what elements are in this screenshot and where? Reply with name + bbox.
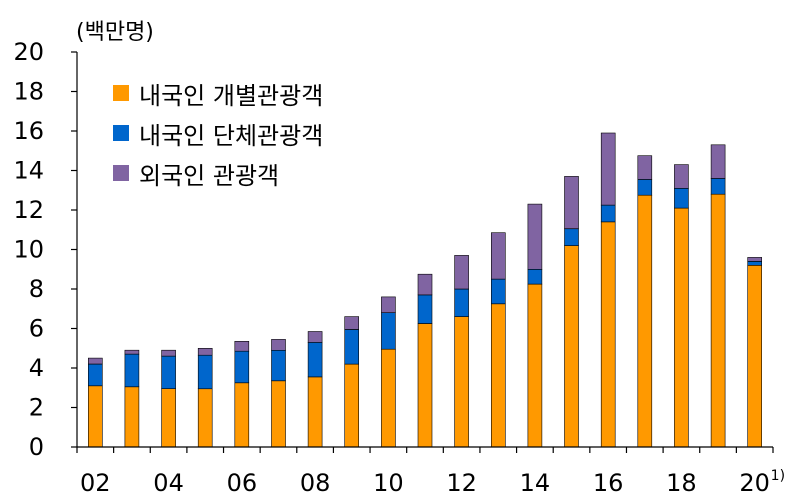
x-tick-label: 16 (593, 469, 624, 497)
y-tick-label: 0 (29, 433, 44, 461)
bar-segment-2018-s0 (674, 207, 689, 448)
y-tick-label: 6 (29, 315, 44, 343)
legend-item-foreign: 외국인 관광객 (113, 153, 323, 193)
bar-segment-2019-s2 (710, 144, 726, 179)
bar-segment-2002-s2 (88, 357, 103, 365)
y-tick-label: 18 (13, 78, 44, 106)
bar-segment-2012-s0 (454, 316, 469, 448)
bar-segment-2016-s0 (600, 221, 616, 448)
y-tick-label: 10 (13, 236, 44, 264)
x-tick-label: 14 (520, 469, 551, 497)
bar-segment-2008-s0 (307, 376, 323, 448)
bar-segment-2016-s2 (600, 132, 616, 206)
bar-segment-2017-s0 (637, 194, 653, 448)
bar-segment-2019-s0 (710, 193, 726, 448)
bar-segment-2011-s1 (417, 294, 433, 324)
x-tick-label: 04 (153, 469, 184, 497)
bar-segment-2011-s0 (417, 323, 433, 448)
legend-item-individual-domestic: 내국인 개별관광객 (113, 73, 323, 113)
bar-segment-2007-s1 (271, 349, 286, 382)
bar-segment-2020-s1 (747, 261, 763, 266)
bar-segment-2004-s1 (161, 355, 176, 390)
bar-segment-2006-s0 (234, 382, 250, 448)
x-tick-label: 20 (739, 469, 770, 497)
legend-swatch-group-domestic (113, 125, 129, 141)
y-tick-label: 12 (13, 196, 44, 224)
bar-segment-2017-s2 (637, 155, 653, 180)
bar-segment-2018-s2 (674, 164, 689, 189)
y-tick-label: 14 (13, 157, 44, 185)
x-tick-label: 18 (666, 469, 697, 497)
bar-segment-2007-s0 (271, 380, 286, 448)
bar-segment-2004-s0 (161, 388, 176, 448)
bar-segment-2005-s0 (197, 388, 213, 448)
bar-segment-2020-s0 (747, 264, 763, 448)
x-tick-label: 06 (227, 469, 258, 497)
bar-segment-2009-s0 (344, 363, 360, 448)
bar-segment-2015-s2 (564, 176, 579, 229)
y-tick-label: 2 (29, 394, 44, 422)
bar-segment-2008-s1 (307, 341, 323, 378)
bar-segment-2003-s1 (124, 353, 140, 388)
y-tick-label: 16 (13, 117, 44, 145)
bar-segment-2009-s1 (344, 329, 360, 365)
bar-segment-2008-s2 (307, 331, 323, 343)
bar-segment-2013-s2 (490, 232, 506, 280)
bar-segment-2016-s1 (600, 204, 616, 223)
x-tick-label: 12 (446, 469, 477, 497)
x-tick-label: 02 (80, 469, 111, 497)
legend-label-group-domestic: 내국인 단체관광객 (139, 121, 324, 150)
x-tick-footnote: 1) (771, 468, 785, 484)
y-tick-label: 20 (13, 38, 44, 66)
legend-swatch-individual-domestic (113, 85, 129, 101)
bar-segment-2010-s1 (381, 312, 396, 350)
legend-swatch-foreign (113, 165, 129, 181)
bar-segment-2015-s1 (564, 228, 579, 246)
bar-segment-2012-s2 (454, 255, 469, 290)
unit-label: (백만명) (76, 20, 154, 45)
bar-segment-2013-s0 (490, 303, 506, 448)
bar-segment-2009-s2 (344, 316, 360, 330)
bar-segment-2014-s2 (527, 203, 543, 270)
bar-segment-2005-s1 (197, 354, 213, 390)
bar-segment-2005-s2 (197, 347, 213, 356)
bar-segment-2004-s2 (161, 349, 176, 357)
bar-segment-2018-s1 (674, 188, 689, 209)
bar-segment-2012-s1 (454, 288, 469, 317)
y-tick-label: 8 (29, 275, 44, 303)
bar-segment-2015-s0 (564, 245, 579, 448)
bar-segment-2002-s1 (88, 363, 103, 387)
bar-segment-2003-s0 (124, 386, 140, 448)
bar-segment-2010-s2 (381, 296, 396, 313)
legend: 내국인 개별관광객 내국인 단체관광객 외국인 관광객 (113, 73, 323, 193)
bar-segment-2014-s0 (527, 283, 543, 448)
bar-segment-2006-s2 (234, 340, 250, 352)
bar-segment-2019-s1 (710, 178, 726, 195)
bar-segment-2007-s2 (271, 339, 286, 351)
bar-segment-2002-s0 (88, 385, 103, 448)
legend-label-foreign: 외국인 관광객 (139, 161, 280, 190)
legend-item-group-domestic: 내국인 단체관광객 (113, 113, 323, 153)
bar-segment-2014-s1 (527, 268, 543, 285)
x-tick-label: 08 (300, 469, 331, 497)
legend-label-individual-domestic: 내국인 개별관광객 (139, 81, 324, 110)
bar-segment-2006-s1 (234, 350, 250, 384)
bar-segment-2011-s2 (417, 273, 433, 296)
y-tick-label: 4 (29, 354, 44, 382)
bar-segment-2017-s1 (637, 179, 653, 196)
bar-segment-2013-s1 (490, 278, 506, 305)
x-tick-label: 10 (373, 469, 404, 497)
bar-segment-2020-s2 (747, 257, 763, 262)
bar-segment-2010-s0 (381, 348, 396, 448)
bar-segment-2003-s2 (124, 349, 140, 355)
